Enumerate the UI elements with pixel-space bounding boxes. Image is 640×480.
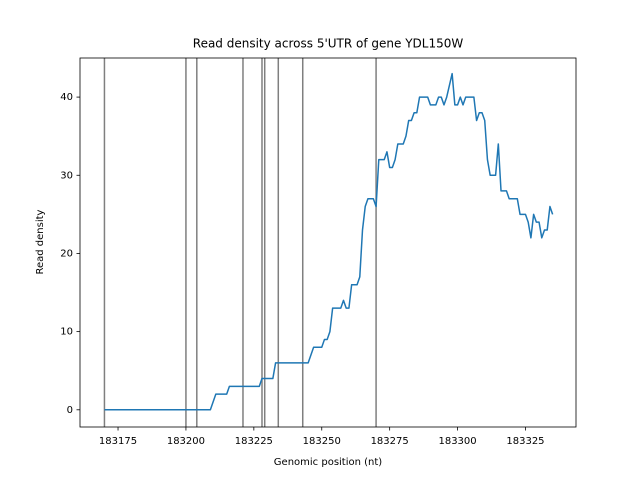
y-tick-label: 30: [60, 170, 73, 181]
data-line: [104, 72, 554, 411]
y-tick-label: 0: [67, 405, 73, 416]
x-tick-label: 183175: [99, 436, 137, 447]
y-axis-label: Read density: [35, 209, 46, 274]
y-tick-label: 20: [60, 248, 73, 259]
x-axis-label: Genomic position (nt): [274, 457, 383, 468]
y-tick-label: 40: [60, 92, 73, 103]
x-tick-label: 183325: [506, 436, 544, 447]
y-tick-label: 10: [60, 327, 73, 338]
x-tick-label: 183250: [303, 436, 341, 447]
x-tick-label: 183200: [167, 436, 205, 447]
x-tick-label: 183225: [235, 436, 273, 447]
x-tick-label: 183275: [371, 436, 409, 447]
x-tick-label: 183300: [438, 436, 476, 447]
chart-title: Read density across 5'UTR of gene YDL150…: [193, 37, 464, 51]
plot-frame: [79, 57, 577, 428]
